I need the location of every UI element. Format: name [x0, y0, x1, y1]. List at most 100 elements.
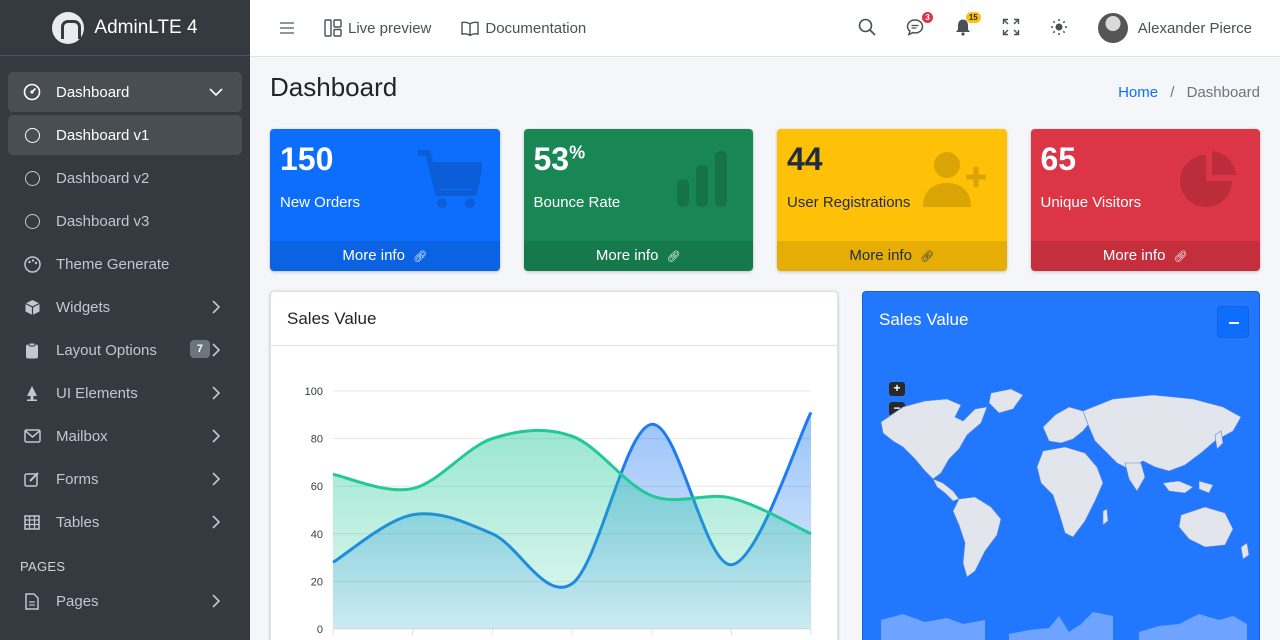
breadcrumb-home[interactable]: Home — [1118, 84, 1159, 101]
sidebar-item-dashboard-v1[interactable]: Dashboard v1 — [8, 115, 242, 155]
sidebar-item-label: Widgets — [56, 298, 111, 316]
sidebar-item-label: Tables — [56, 513, 100, 531]
sales-map-card: Sales Value + − — [862, 291, 1260, 640]
sidebar-item-pages[interactable]: Pages — [8, 581, 242, 621]
sidebar-item-label: Dashboard — [56, 83, 130, 101]
table-icon — [22, 512, 42, 532]
small-box-footer[interactable]: More info 🔗︎ — [777, 241, 1007, 271]
y-tick-label: 20 — [311, 576, 323, 588]
chevron-right-icon — [212, 300, 221, 314]
chevron-right-icon — [212, 343, 221, 357]
documentation-link[interactable]: Documentation — [461, 20, 586, 37]
palette-icon — [22, 254, 42, 274]
chevron-right-icon — [212, 594, 221, 608]
chat-icon[interactable]: 3 — [906, 12, 933, 38]
small-box-value: 65 — [1040, 141, 1077, 177]
breadcrumb: Home / Dashboard — [1118, 84, 1260, 101]
small-box-unique-visitors: 65 Unique Visitors More info 🔗︎ — [1030, 129, 1260, 271]
user-menu[interactable]: Alexander Pierce — [1097, 13, 1252, 43]
layout-options-badge: 7 — [189, 340, 210, 358]
small-box-footer[interactable]: More info 🔗︎ — [270, 241, 500, 271]
y-tick-label: 100 — [305, 386, 323, 398]
sidebar-item-dashboard-v3[interactable]: Dashboard v3 — [8, 201, 242, 241]
sun-icon[interactable] — [1050, 18, 1070, 38]
card-title: Sales Value — [879, 310, 969, 329]
sales-value-card: Sales Value 0 20 40 60 80 100 — [270, 291, 838, 640]
sidebar-item-ui-elements[interactable]: UI Elements — [8, 373, 242, 413]
bar-chart-icon — [677, 151, 727, 207]
circle-icon — [22, 211, 42, 231]
link-icon: 🔗︎ — [666, 251, 681, 263]
bell-icon[interactable]: 15 — [954, 12, 981, 38]
pie-chart-icon — [1180, 151, 1236, 207]
small-box-value: 53% — [533, 141, 586, 177]
sidebar-item-label: Mailbox — [56, 427, 108, 445]
sidebar-nav: Dashboard Dashboard v1 Dashboard v2 Dash… — [0, 56, 250, 621]
chevron-right-icon — [212, 386, 221, 400]
live-preview-link[interactable]: Live preview — [324, 19, 431, 37]
series-area-1 — [333, 430, 811, 629]
breadcrumb-separator: / — [1170, 84, 1175, 101]
search-icon[interactable] — [858, 18, 878, 38]
small-box-value: 44 — [787, 141, 823, 177]
sidebar-item-dashboard[interactable]: Dashboard — [8, 72, 242, 112]
avatar — [1097, 13, 1128, 43]
fullscreen-icon[interactable] — [1002, 18, 1022, 38]
link-icon: 🔗︎ — [920, 251, 935, 263]
y-tick-label: 40 — [311, 529, 323, 541]
small-boxes: 150 New Orders More info 🔗︎ 53% Bounce R… — [270, 129, 1260, 271]
user-name: Alexander Pierce — [1137, 19, 1252, 37]
small-box-label: Bounce Rate — [533, 194, 621, 211]
world-map[interactable] — [863, 387, 1260, 587]
sidebar-item-widgets[interactable]: Widgets — [8, 287, 242, 327]
y-tick-label: 60 — [311, 481, 323, 493]
content-header: Dashboard Home / Dashboard — [270, 72, 1260, 103]
tree-icon — [22, 383, 42, 403]
envelope-icon — [22, 426, 42, 446]
link-icon: 🔗︎ — [1173, 251, 1188, 263]
adminlte-logo-icon — [52, 11, 85, 44]
sidebar-item-label: UI Elements — [56, 384, 138, 402]
sparklines — [881, 612, 1247, 640]
sidebar-item-label: Dashboard v1 — [56, 126, 150, 144]
cart-icon — [417, 150, 482, 208]
more-info-label: More info — [342, 247, 405, 264]
person-add-icon — [922, 152, 986, 207]
small-box-footer[interactable]: More info 🔗︎ — [1030, 241, 1260, 271]
sidebar-item-tables[interactable]: Tables — [8, 502, 242, 542]
sidebar-item-dashboard-v2[interactable]: Dashboard v2 — [8, 158, 242, 198]
file-icon — [22, 591, 42, 611]
notifications-badge: 15 — [965, 12, 981, 23]
sidebar-item-label: Dashboard v2 — [56, 169, 150, 187]
small-box-user-registrations: 44 User Registrations More info 🔗︎ — [777, 129, 1007, 271]
topbar-right: 3 15 Alexander Pierce — [844, 0, 1280, 56]
chevron-right-icon — [212, 515, 221, 529]
collapse-button[interactable] — [1217, 306, 1249, 338]
sidebar-item-mailbox[interactable]: Mailbox — [8, 416, 242, 456]
speedometer-icon — [22, 82, 42, 102]
breadcrumb-current: Dashboard — [1186, 84, 1260, 101]
hamburger-menu-icon[interactable] — [280, 22, 294, 34]
sidebar-item-forms[interactable]: Forms — [8, 459, 242, 499]
page-title: Dashboard — [270, 72, 398, 102]
more-info-label: More info — [1102, 247, 1166, 264]
series-line-1[interactable] — [332, 428, 812, 536]
small-box-footer[interactable]: More info 🔗︎ — [523, 241, 753, 271]
sidebar-item-theme-generate[interactable]: Theme Generate — [8, 244, 242, 284]
small-box-value: 150 — [280, 141, 334, 177]
nav-header-pages: PAGES — [20, 559, 66, 574]
sidebar-item-label: Forms — [56, 470, 99, 488]
sidebar-item-layout-options[interactable]: Layout Options 7 — [8, 330, 242, 370]
small-box-label: User Registrations — [787, 194, 911, 211]
chevron-right-icon — [212, 472, 221, 486]
sidebar: AdminLTE 4 Dashboard Dashboard v1 Dashbo… — [0, 0, 250, 640]
sales-area-chart: 0 20 40 60 80 100 — [305, 386, 813, 636]
chevron-down-icon — [209, 88, 223, 97]
card-title: Sales Value — [271, 292, 837, 346]
zoom-in-button[interactable]: + — [889, 382, 905, 396]
y-tick-label: 80 — [311, 434, 323, 446]
small-box-bounce-rate: 53% Bounce Rate More info 🔗︎ — [523, 129, 753, 271]
sidebar-item-label: Pages — [56, 592, 99, 610]
brand-link[interactable]: AdminLTE 4 — [0, 0, 250, 56]
more-info-label: More info — [595, 247, 659, 264]
